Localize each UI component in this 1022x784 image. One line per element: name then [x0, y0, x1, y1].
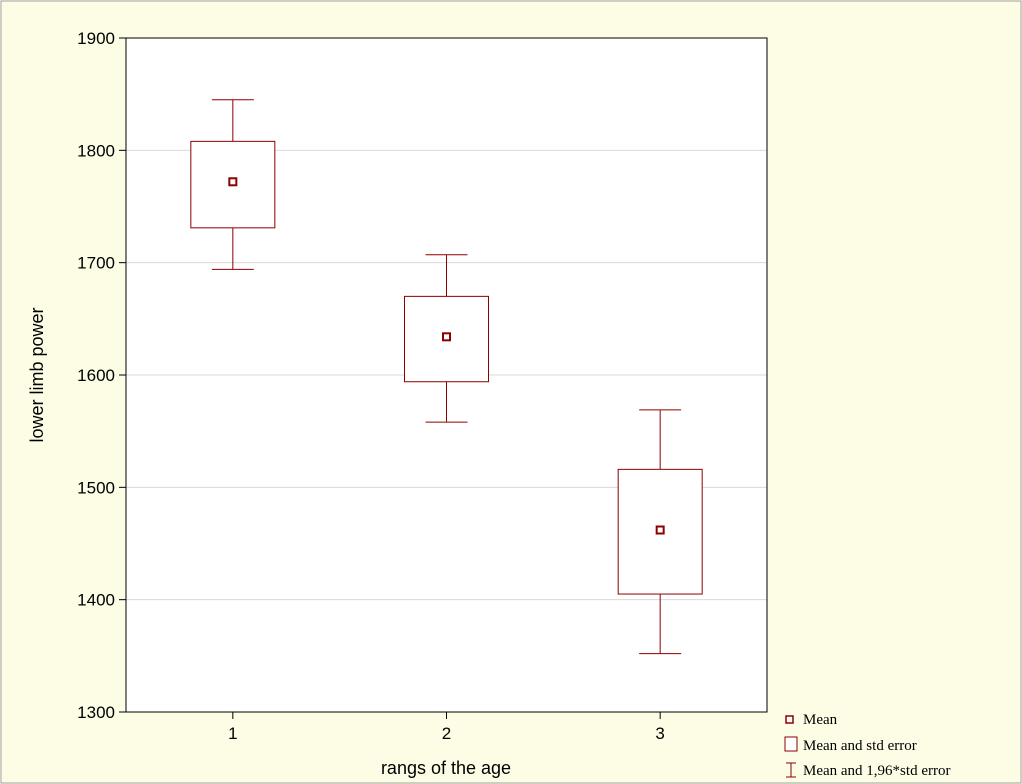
- y-tick-label: 1500: [77, 478, 115, 497]
- box-group-3: [617, 409, 703, 655]
- x-axis-title: rangs of the age: [381, 758, 511, 778]
- mean-marker: [655, 525, 665, 535]
- x-tick-label: 2: [442, 724, 451, 743]
- box-group-1: [190, 99, 276, 270]
- x-tick-label: 1: [228, 724, 237, 743]
- y-axis-ticks: 1300 1400 1500 1600 1700 1800 1900: [77, 29, 126, 722]
- mean-marker: [228, 177, 238, 187]
- y-tick-label: 1400: [77, 591, 115, 610]
- y-axis-title: lower limb power: [27, 307, 47, 442]
- legend-label-std-error: Mean and std error: [803, 738, 917, 754]
- x-tick-label: 3: [655, 724, 664, 743]
- legend-label-mean: Mean: [803, 712, 838, 728]
- legend-box-marker: [784, 736, 798, 752]
- legend-mean-marker: [785, 715, 794, 724]
- y-tick-label: 1700: [77, 254, 115, 273]
- box-group-2: [404, 254, 489, 423]
- legend: Mean Mean and std error Mean and 1,96*st…: [784, 712, 950, 779]
- y-tick-label: 1600: [77, 366, 115, 385]
- legend-whisker-marker: [786, 762, 796, 778]
- y-tick-label: 1300: [77, 703, 115, 722]
- mean-marker: [442, 332, 451, 342]
- y-tick-label: 1800: [77, 141, 115, 160]
- legend-label-ci: Mean and 1,96*std error: [803, 763, 950, 779]
- x-axis-ticks: 1 2 3: [228, 712, 665, 743]
- series-marks: [190, 99, 703, 655]
- y-tick-label: 1900: [77, 29, 115, 48]
